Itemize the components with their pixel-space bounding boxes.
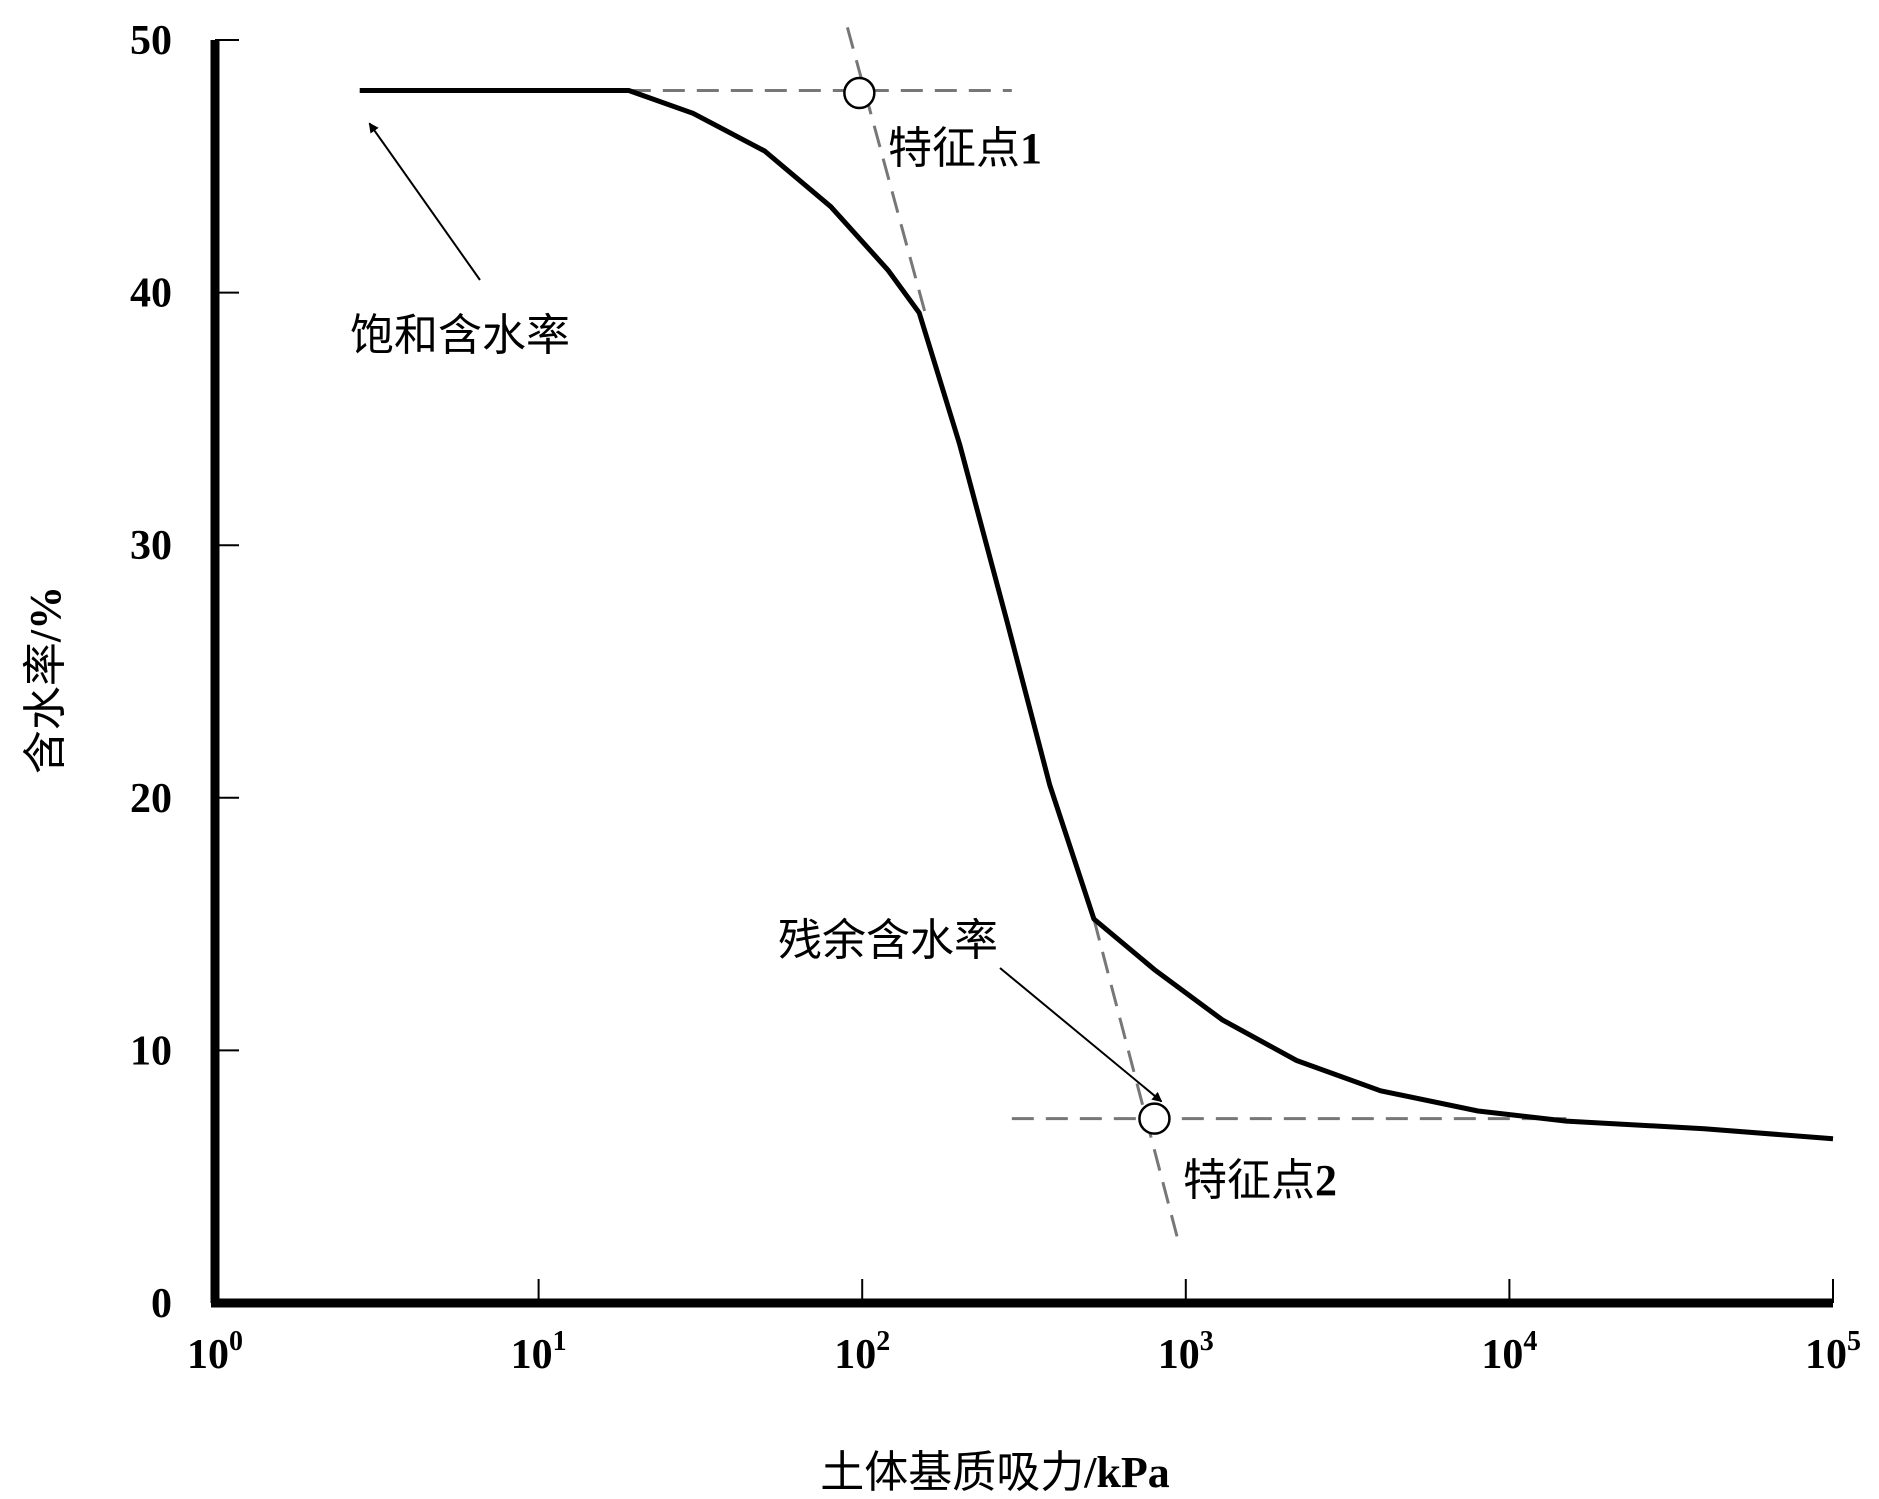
y-tick-label: 30 [130,523,172,569]
guide-lower-tangent [1092,918,1181,1243]
y-tick-label: 50 [130,18,172,64]
feature-point-2-text: 特征点 [1183,1155,1315,1206]
feature-points [843,76,1171,1135]
y-ticks: 0 10 20 30 40 50 [130,18,239,1327]
annotation-arrows [368,122,1163,1103]
swcc-curve [359,88,1834,1142]
y-tick-label: 20 [130,776,172,822]
annotation-residual-arrow [999,967,1163,1103]
feature-point-1-text: 特征点 [888,123,1020,174]
feature-point-2-label: 特征点2 [1183,1155,1337,1206]
y-tick-label: 40 [130,271,172,317]
x-tick-label: 101 [511,1326,567,1378]
feature-point-1-num: 1 [1020,124,1042,173]
annotation-saturated: 饱和含水率 [350,310,570,361]
feature-point-1-label: 特征点1 [888,123,1042,174]
x-tick-label: 102 [834,1326,890,1378]
x-tick-label: 105 [1805,1326,1861,1378]
y-axis-title: 含水率/% [20,586,71,774]
feature-point-1-marker [843,76,876,110]
x-axis-title: 土体基质吸力/kPa [820,1447,1170,1498]
annotation-saturated-arrow [368,122,481,281]
x-ticks: 100 101 102 103 104 105 [187,1279,1861,1378]
guide-lines [628,26,1567,1243]
annotation-residual: 残余含水率 [778,915,998,966]
x-tick-label: 103 [1158,1326,1214,1378]
feature-point-2-marker [1138,1102,1171,1135]
feature-point-2-num: 2 [1315,1156,1337,1205]
y-tick-label: 10 [130,1028,172,1074]
y-tick-label: 0 [151,1281,172,1327]
x-tick-label: 104 [1481,1326,1537,1378]
guide-upper-tangent [845,26,928,319]
x-tick-label: 100 [187,1326,243,1378]
